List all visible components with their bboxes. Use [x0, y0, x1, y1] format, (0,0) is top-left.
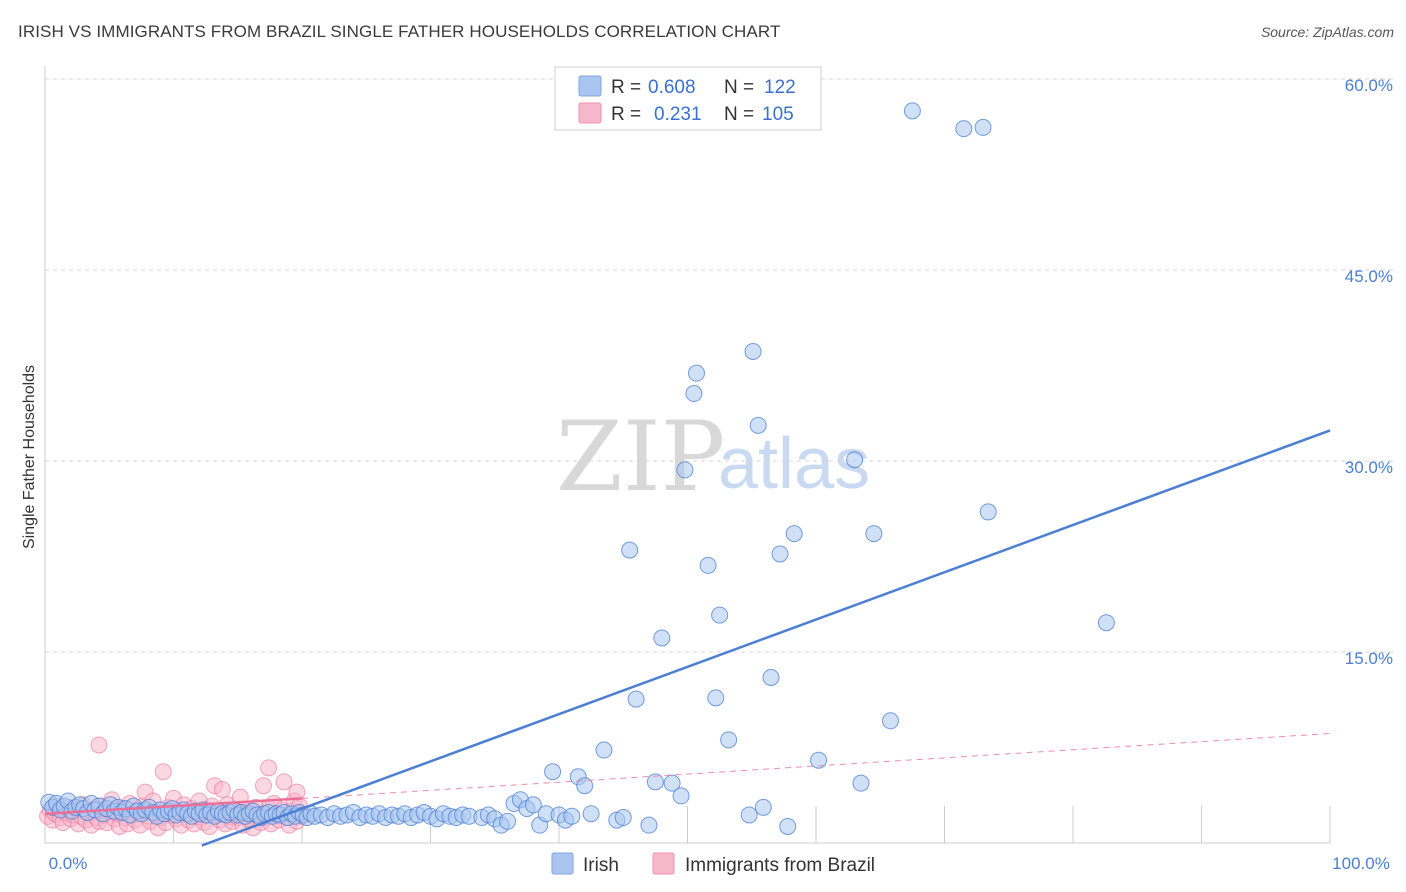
irish-point — [576, 777, 594, 795]
irish-point — [979, 503, 997, 521]
legend-r-value-irish: 0.608 — [648, 77, 696, 98]
irish-point — [779, 817, 797, 835]
irish-point — [707, 689, 725, 707]
irish-point — [653, 629, 671, 647]
irish-trend-line — [201, 429, 1331, 847]
irish-point — [672, 787, 690, 805]
irish-point — [903, 102, 921, 120]
irish-point — [711, 606, 729, 624]
irish-point — [974, 118, 992, 136]
irish-point — [499, 812, 517, 830]
legend-n-label-brazil: N = — [724, 104, 754, 125]
irish-point — [687, 364, 705, 382]
correlation-legend: R = 0.608 N = 122 R = 0.231 N = 105 — [554, 66, 822, 131]
irish-point — [544, 763, 562, 781]
irish-point — [676, 461, 694, 479]
series-legend: Irish Immigrants from Brazil — [551, 852, 875, 876]
y-tick-label: 45.0% — [1345, 267, 1393, 286]
brazil-point — [288, 783, 306, 801]
irish-point — [595, 741, 613, 759]
y-axis-label: Single Father Households — [21, 365, 38, 549]
y-tick-label: 30.0% — [1345, 458, 1393, 477]
irish-point — [754, 798, 772, 816]
y-tick-label: 15.0% — [1345, 649, 1393, 668]
irish-point — [685, 385, 703, 403]
source-credit: Source: ZipAtlas.com — [1260, 24, 1394, 40]
irish-point — [749, 416, 767, 434]
irish-point — [720, 731, 738, 749]
brazil-point — [275, 773, 293, 791]
x-tick-label-max: 100.0% — [1332, 854, 1390, 873]
bottom-legend-swatch-brazil — [652, 852, 675, 875]
irish-point — [762, 668, 780, 686]
irish-point — [640, 816, 658, 834]
brazil-point — [213, 781, 231, 799]
irish-point — [563, 807, 581, 825]
irish-point — [771, 545, 789, 563]
irish-point — [785, 525, 803, 543]
irish-point — [882, 712, 900, 730]
y-tick-labels: 15.0% 30.0% 45.0% 60.0% — [1345, 76, 1393, 668]
irish-point — [955, 120, 973, 138]
legend-n-value-brazil: 105 — [762, 104, 794, 125]
brazil-point — [154, 763, 172, 781]
irish-point — [582, 805, 600, 823]
brazil-point — [260, 759, 278, 777]
irish-point — [740, 806, 758, 824]
irish-point — [663, 774, 681, 792]
trend-lines — [44, 429, 1331, 847]
irish-point — [614, 809, 632, 827]
legend-n-label-irish: N = — [724, 77, 754, 98]
irish-point — [846, 451, 864, 469]
bottom-legend-label-irish: Irish — [583, 855, 619, 876]
legend-n-value-irish: 122 — [764, 77, 796, 98]
irish-point — [627, 690, 645, 708]
x-tick-label-min: 0.0% — [49, 854, 88, 873]
irish-point — [524, 796, 542, 814]
brazil-trend-extension — [301, 732, 1331, 799]
legend-swatch-irish — [578, 75, 602, 97]
irish-point — [699, 556, 717, 574]
legend-r-label-brazil: R = — [611, 104, 641, 125]
irish-point — [744, 342, 762, 360]
brazil-trend-line — [44, 797, 303, 815]
y-tick-label: 60.0% — [1345, 76, 1393, 95]
irish-point — [621, 541, 639, 559]
bottom-legend-label-brazil: Immigrants from Brazil — [685, 855, 875, 876]
grid-lines — [45, 78, 1393, 653]
chart-title: IRISH VS IMMIGRANTS FROM BRAZIL SINGLE F… — [18, 22, 781, 41]
legend-r-label-irish: R = — [611, 77, 641, 98]
brazil-point — [254, 777, 272, 795]
irish-point — [1097, 614, 1115, 632]
watermark-atlas: atlas — [718, 424, 870, 504]
irish-point — [810, 751, 828, 769]
irish-point — [865, 525, 883, 543]
bottom-legend-swatch-irish — [551, 852, 574, 875]
legend-r-value-brazil: 0.231 — [654, 104, 702, 125]
watermark-zip: ZIP — [556, 401, 725, 513]
irish-point — [852, 774, 870, 792]
legend-swatch-brazil — [578, 102, 602, 124]
irish-point — [646, 773, 664, 791]
brazil-point — [90, 736, 108, 754]
